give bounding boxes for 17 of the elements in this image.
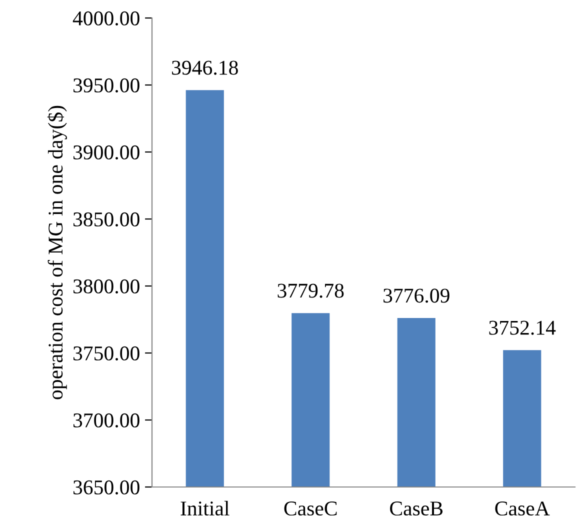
- data-label: 3779.78: [278, 284, 344, 298]
- y-axis-title: operation cost of MG in one day($): [47, 106, 67, 400]
- x-tick-label: CaseB: [390, 502, 443, 516]
- y-tick-label: 3950.00: [73, 78, 140, 93]
- y-tick-label: 3850.00: [73, 212, 140, 227]
- y-tick-label: 3700.00: [73, 413, 140, 428]
- x-tick-label: CaseA: [495, 502, 550, 516]
- y-tick-label: 3650.00: [73, 480, 140, 495]
- y-tick-label: 3750.00: [73, 346, 140, 361]
- data-label: 3752.14: [489, 320, 556, 335]
- data-label: 3776.09: [384, 288, 450, 303]
- x-tick-label: CaseC: [284, 502, 337, 516]
- data-label: 3946.18: [172, 60, 238, 75]
- x-tick-label: Initial: [180, 500, 230, 516]
- y-tick-label: 3900.00: [73, 145, 140, 160]
- y-tick-label: 4000.00: [72, 11, 140, 26]
- y-tick-label: 3800.00: [73, 279, 140, 294]
